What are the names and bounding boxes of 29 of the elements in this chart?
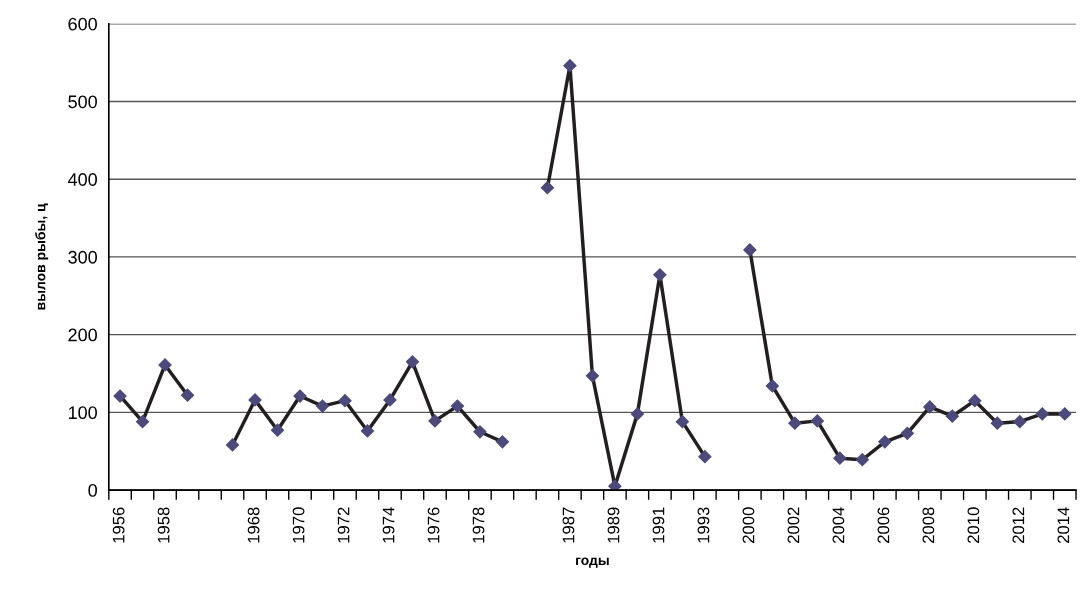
- x-tick-label: 2002: [787, 507, 800, 543]
- x-tick-label: 1958: [157, 507, 170, 543]
- x-tick-label: 1987: [562, 507, 575, 543]
- x-tick-label: 1989: [607, 507, 620, 543]
- x-tick-label: 2008: [922, 507, 935, 543]
- y-tick-label: 500: [68, 95, 97, 109]
- x-tick-label: 1993: [697, 507, 710, 543]
- x-axis-title: годы: [576, 557, 609, 568]
- x-tick-label: 2000: [742, 507, 755, 543]
- x-tick-label: 1974: [382, 507, 395, 543]
- x-tick-label: 2006: [877, 507, 890, 543]
- y-tick-label: 400: [67, 173, 97, 186]
- y-axis-title: вылов рыбы, ц: [35, 203, 49, 310]
- y-tick-label: 100: [68, 406, 97, 420]
- x-tick-label: 1970: [292, 507, 305, 543]
- x-tick-label: 1972: [337, 507, 350, 543]
- x-tick-label: 1978: [472, 507, 485, 543]
- y-tick-label: 300: [68, 250, 97, 264]
- x-tick-label: 1976: [427, 507, 440, 543]
- x-tick-label: 2004: [832, 507, 845, 543]
- x-tick-label: 1991: [652, 507, 665, 543]
- y-tick-label: 600: [68, 17, 97, 31]
- y-tick-label: 0: [88, 483, 97, 497]
- x-tick-label: 2014: [1057, 507, 1070, 543]
- y-tick-label: 200: [68, 328, 97, 342]
- x-tick-label: 1968: [247, 507, 260, 543]
- x-tick-label: 1956: [112, 507, 125, 543]
- x-tick-label: 2010: [967, 507, 980, 543]
- x-tick-label: 2012: [1012, 507, 1025, 543]
